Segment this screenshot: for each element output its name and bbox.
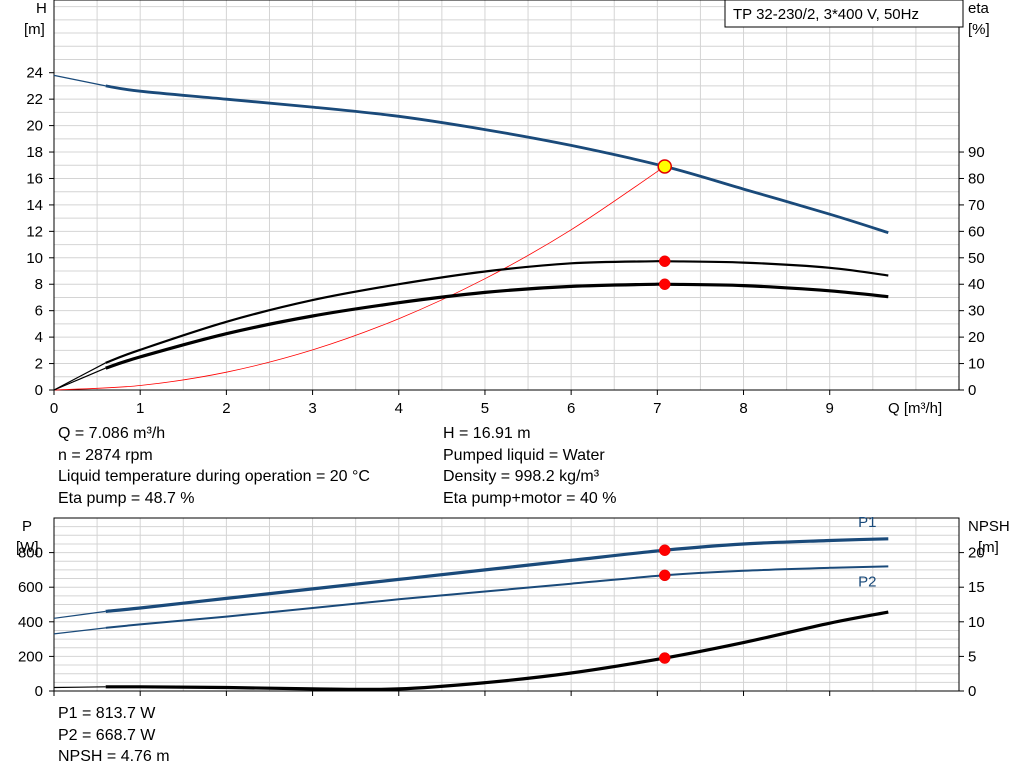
y-right-tick-label: 5 bbox=[968, 648, 976, 665]
y-left-tick-label: 22 bbox=[26, 91, 43, 108]
y-left-tick-label: 12 bbox=[26, 223, 43, 240]
x-tick-label: 4 bbox=[395, 400, 403, 417]
info-flow: Q = 7.086 m³/h bbox=[58, 425, 166, 442]
y-right-tick-label: 20 bbox=[968, 329, 985, 346]
y-right-tick-label: 10 bbox=[968, 356, 985, 373]
power-npsh-chart: 0 200 400 600 800 0 5 10 15 20 P [W] NPSH [m] P1 P2 bbox=[16, 514, 1010, 700]
y-right-tick-label: 10 bbox=[968, 614, 985, 631]
y-left-tick-label: 400 bbox=[18, 614, 43, 631]
y-left-axis-label: H bbox=[36, 0, 47, 17]
y-right-tick-label: 15 bbox=[968, 579, 985, 596]
x-tick-label: 5 bbox=[481, 400, 489, 417]
y-left-tick-label: 600 bbox=[18, 579, 43, 596]
y-right-tick-label: 0 bbox=[968, 382, 976, 399]
y-right-tick-label: 30 bbox=[968, 303, 985, 320]
y-right-tick-label: 60 bbox=[968, 223, 985, 240]
operating-point-marker bbox=[658, 569, 671, 582]
y-right-axis-unit: [%] bbox=[968, 21, 990, 38]
y-left-tick-label: 8 bbox=[35, 276, 43, 293]
y-right-tick-label: 20 bbox=[968, 545, 985, 562]
series-line bbox=[105, 259, 889, 364]
info-speed: n = 2874 rpm bbox=[58, 446, 153, 464]
series-label-p1: P1 bbox=[858, 514, 876, 531]
series-line bbox=[105, 84, 889, 235]
series-line-extension bbox=[53, 367, 106, 391]
y-right-axis-label: NPSH bbox=[968, 518, 1010, 535]
series-line bbox=[105, 565, 889, 629]
title-box: TP 32-230/2, 3*400 V, 50Hz bbox=[724, 0, 964, 28]
plot-frame bbox=[53, 517, 960, 692]
operating-point-info-left: Q = 7.086 m³/h n = 2874 rpm Liquid tempe… bbox=[58, 423, 370, 509]
series-label-p2: P2 bbox=[858, 573, 876, 590]
y-left-tick-label: 0 bbox=[35, 382, 43, 399]
y-right-tick-label: 70 bbox=[968, 197, 985, 214]
grid bbox=[53, 0, 960, 391]
series-line-extension bbox=[53, 686, 106, 689]
head-efficiency-chart: 0246810121416182022240102030405060708090… bbox=[24, 0, 990, 417]
info-pumped-liquid: Pumped liquid = Water bbox=[443, 446, 605, 464]
operating-point-info-right: H = 16.91 m Pumped liquid = Water Densit… bbox=[443, 423, 616, 509]
operating-point-marker bbox=[658, 255, 671, 267]
info-p2: P2 = 668.7 W bbox=[58, 726, 156, 744]
x-axis-label: Q [m³/h] bbox=[888, 400, 942, 417]
x-tick-label: 3 bbox=[308, 400, 316, 417]
y-left-tick-label: 800 bbox=[18, 545, 43, 562]
y-left-tick-label: 200 bbox=[18, 648, 43, 665]
series-line-extension bbox=[53, 610, 106, 619]
y-left-tick-label: 4 bbox=[35, 329, 43, 346]
info-eta-pump-motor: Eta pump+motor = 40 % bbox=[443, 489, 617, 507]
series-line bbox=[105, 282, 889, 370]
operating-point-marker bbox=[658, 652, 671, 664]
y-right-axis-label: eta bbox=[968, 0, 990, 17]
y-left-axis-unit: [W] bbox=[16, 539, 39, 556]
x-tick-label: 1 bbox=[136, 400, 144, 417]
info-density: Density = 998.2 kg/m³ bbox=[443, 468, 600, 485]
operating-point-marker bbox=[657, 159, 672, 174]
y-left-tick-label: 2 bbox=[35, 356, 43, 373]
system-curve-line bbox=[53, 166, 665, 391]
info-head: H = 16.91 m bbox=[443, 425, 531, 442]
y-left-tick-label: 6 bbox=[35, 303, 43, 320]
series-line-extension bbox=[53, 627, 106, 635]
y-left-tick-label: 18 bbox=[26, 144, 43, 161]
plot-frame bbox=[53, 0, 960, 391]
y-left-tick-label: 0 bbox=[35, 683, 43, 700]
info-eta-pump: Eta pump = 48.7 % bbox=[58, 489, 195, 507]
power-info: P1 = 813.7 W P2 = 668.7 W NPSH = 4.76 m bbox=[58, 703, 170, 768]
info-liquid-temperature: Liquid temperature during operation = 20… bbox=[58, 468, 370, 485]
x-tick-label: 0 bbox=[50, 400, 58, 417]
y-right-tick-label: 0 bbox=[968, 683, 976, 700]
series-line bbox=[105, 537, 889, 613]
y-left-tick-label: 16 bbox=[26, 170, 43, 187]
series-line-extension bbox=[53, 74, 106, 87]
y-right-tick-label: 40 bbox=[968, 276, 985, 293]
y-left-axis-label: P bbox=[22, 518, 32, 535]
pump-model-title: TP 32-230/2, 3*400 V, 50Hz bbox=[733, 6, 919, 23]
y-right-tick-label: 90 bbox=[968, 144, 985, 161]
info-p1: P1 = 813.7 W bbox=[58, 705, 156, 722]
series-line bbox=[105, 610, 889, 692]
y-left-tick-label: 20 bbox=[26, 118, 43, 135]
y-left-axis-unit: [m] bbox=[24, 21, 45, 38]
grid bbox=[53, 517, 960, 692]
x-tick-label: 6 bbox=[567, 400, 575, 417]
y-right-axis-unit: [m] bbox=[978, 539, 999, 556]
operating-point-marker bbox=[658, 544, 671, 556]
y-right-tick-label: 80 bbox=[968, 170, 985, 187]
x-tick-label: 2 bbox=[222, 400, 230, 417]
y-left-tick-label: 14 bbox=[26, 197, 43, 214]
y-left-tick-label: 10 bbox=[26, 250, 43, 267]
y-right-tick-label: 50 bbox=[968, 250, 985, 267]
x-tick-label: 8 bbox=[739, 400, 747, 417]
x-tick-label: 7 bbox=[653, 400, 661, 417]
operating-point-marker bbox=[658, 278, 671, 290]
info-npsh: NPSH = 4.76 m bbox=[58, 748, 170, 765]
x-tick-label: 9 bbox=[826, 400, 834, 417]
y-left-tick-label: 24 bbox=[26, 65, 43, 82]
